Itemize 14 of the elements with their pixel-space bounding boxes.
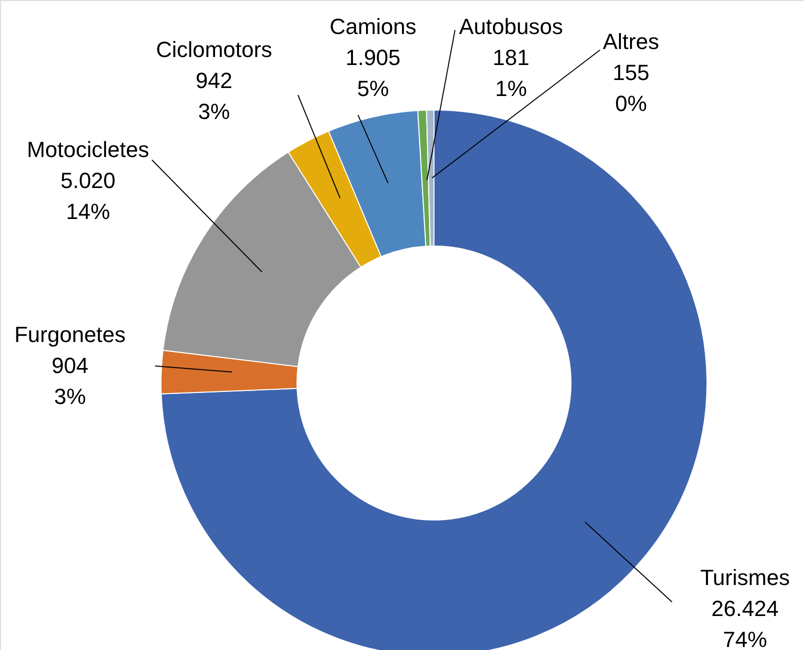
slice-label: Turismes xyxy=(700,565,790,590)
data-label: 26.424 74% xyxy=(711,596,779,650)
slice-label: Furgonetes xyxy=(14,322,126,347)
data-label: 5.020 14% xyxy=(60,168,116,224)
slice-label: Ciclomotors xyxy=(156,37,272,62)
slice-label: Altres xyxy=(602,29,660,54)
data-label: 942 3% xyxy=(196,68,232,124)
data-label: 181 1% xyxy=(492,45,530,101)
slice-label: Motocicletes xyxy=(26,137,150,162)
data-label: 155 0% xyxy=(612,60,650,116)
slice-label: Autobusos xyxy=(459,14,563,39)
data-label: 904 3% xyxy=(52,353,88,409)
slice-label: Camions xyxy=(330,14,416,39)
data-label: 1.905 5% xyxy=(345,45,401,101)
